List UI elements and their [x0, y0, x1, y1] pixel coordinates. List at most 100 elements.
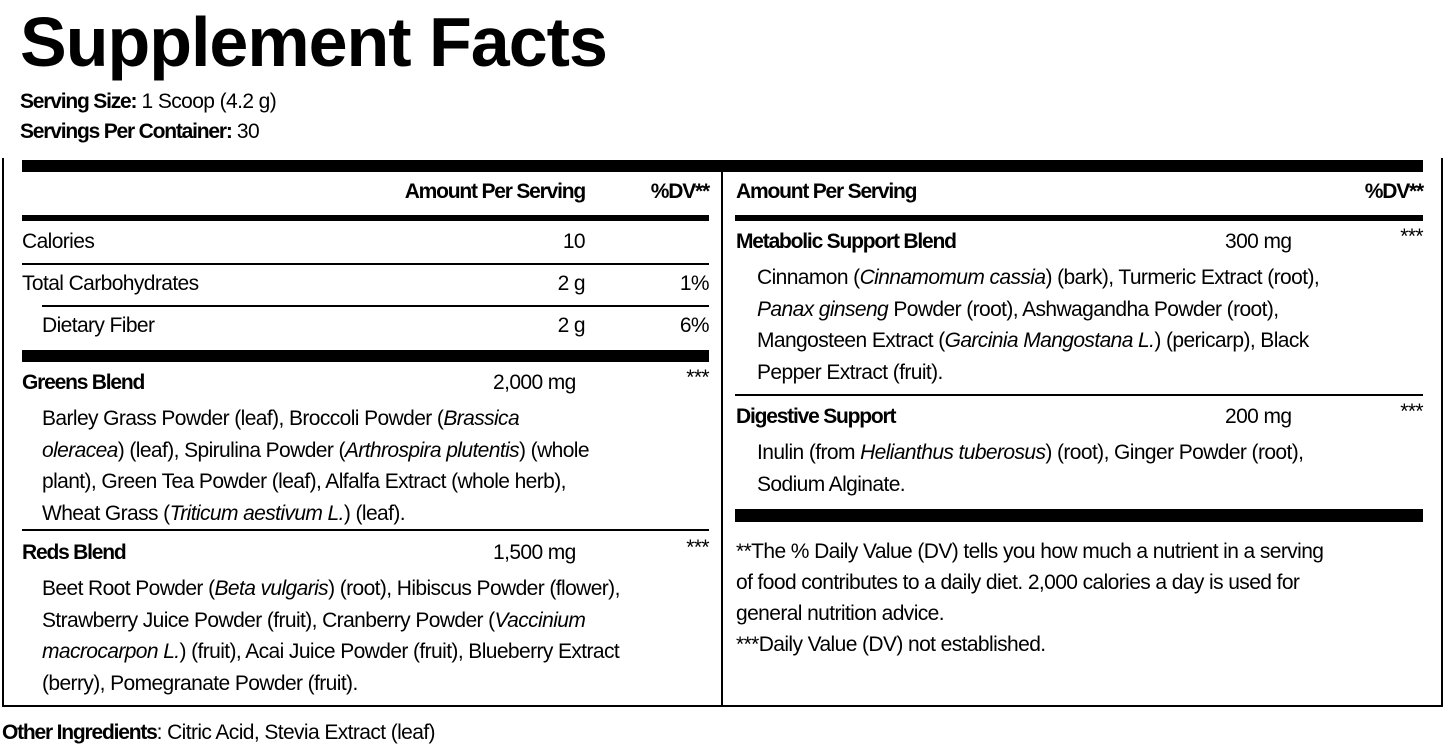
ingredient-line: macrocarpon L.) (fruit), Acai Juice Powd…: [42, 636, 620, 668]
ingredient-line: oleracea) (leaf), Spirulina Powder (Arth…: [42, 435, 590, 467]
ingredient-line: Cinnamon (Cinnamomum cassia) (bark), Tur…: [757, 262, 1320, 294]
ingredient-text: Wheat Grass (: [42, 501, 170, 525]
right-header-dv: %DV**: [1364, 180, 1424, 203]
other-ingredients-label: Other Ingredients: [2, 721, 158, 744]
ingredient-line: Inulin (from Helianthus tuberosus) (root…: [757, 437, 1304, 469]
latin-name: oleracea: [42, 438, 118, 462]
other-ingredients: Other Ingredients: Citric Acid, Stevia E…: [2, 721, 436, 745]
ingredient-text: Sodium Alginate.: [757, 472, 906, 496]
metabolic-blend-ingredients: Cinnamon (Cinnamomum cassia) (bark), Tur…: [757, 262, 1320, 389]
servings-label: Servings Per Container:: [20, 120, 233, 143]
ingredient-text: ) (leaf), Spirulina Powder (: [117, 438, 346, 462]
metabolic-blend-name: Metabolic Support Blend: [736, 230, 957, 253]
row-carbs-name: Total Carbohydrates: [22, 272, 199, 295]
reds-blend-dv: ***: [686, 536, 709, 559]
latin-name: Vaccinium: [494, 608, 586, 632]
row-fiber-name: Dietary Fiber: [42, 314, 155, 337]
serving-size-value: 1 Scoop (4.2 g): [141, 90, 277, 113]
ingredient-line: (berry), Pomegranate Powder (fruit).: [42, 668, 620, 700]
greens-blend-amount: 2,000 mg: [493, 371, 576, 394]
servings-value: 30: [236, 120, 260, 143]
ingredient-text: Powder (root), Ashwagandha Powder (root)…: [888, 297, 1279, 321]
greens-blend-name: Greens Blend: [22, 371, 145, 394]
footnote-line: **The % Daily Value (DV) tells you how m…: [736, 540, 1324, 563]
latin-name: Brassica: [443, 407, 520, 430]
row-calories-amount: 10: [562, 230, 586, 253]
ingredient-text: ) (root), Hibiscus Powder (flower),: [328, 577, 620, 600]
serving-size-label: Serving Size:: [20, 90, 137, 113]
ingredient-text: ) (fruit), Acai Juice Powder (fruit), Bl…: [179, 640, 620, 663]
metabolic-blend-dv: ***: [1400, 225, 1423, 248]
ingredient-text: (berry), Pomegranate Powder (fruit).: [42, 671, 358, 695]
latin-name: Arthrospira plutentis: [344, 438, 520, 462]
box-bottom-border: [2, 705, 1443, 707]
digestive-support-name: Digestive Support: [736, 405, 896, 428]
column-divider: [721, 172, 723, 705]
divider-thick: [735, 215, 1423, 221]
reds-blend-name: Reds Blend: [22, 541, 127, 564]
divider-thick: [22, 350, 709, 362]
divider: [42, 305, 709, 307]
digestive-support-dv: ***: [1400, 400, 1423, 423]
divider: [735, 394, 1423, 396]
reds-blend-amount: 1,500 mg: [493, 541, 576, 564]
ingredient-line: plant), Green Tea Powder (leaf), Alfalfa…: [42, 466, 589, 498]
ingredient-text: ) (whole: [519, 438, 589, 462]
digestive-support-ingredients: Inulin (from Helianthus tuberosus) (root…: [757, 437, 1304, 501]
latin-name: Triticum aestivum L.: [169, 501, 345, 525]
footnotes: **The % Daily Value (DV) tells you how m…: [736, 536, 1324, 660]
latin-name: Beta vulgaris: [214, 577, 329, 600]
box-left-border: [2, 158, 4, 707]
ingredient-text: Barley Grass Powder (leaf), Broccoli Pow…: [42, 407, 444, 430]
ingredient-text: Pepper Extract (fruit).: [757, 360, 943, 384]
ingredient-text: Inulin (from: [757, 441, 861, 464]
page-title: Supplement Facts: [20, 3, 608, 81]
top-thick-bar: [22, 160, 1423, 172]
latin-name: Garcinia Mangostana L.: [944, 329, 1155, 352]
footnote-line: ***Daily Value (DV) not established.: [736, 633, 1046, 656]
ingredient-text: ) (bark), Turmeric Extract (root),: [1045, 266, 1320, 289]
greens-blend-ingredients: Barley Grass Powder (leaf), Broccoli Pow…: [42, 403, 590, 530]
serving-size: Serving Size: 1 Scoop (4.2 g): [20, 90, 277, 114]
ingredient-text: Mangosteen Extract (: [757, 329, 945, 352]
divider: [22, 529, 709, 531]
reds-blend-ingredients: Beet Root Powder (Beta vulgaris) (root),…: [42, 573, 620, 699]
left-header-dv: %DV**: [650, 180, 710, 203]
ingredient-line: Sodium Alginate.: [757, 469, 1303, 501]
greens-blend-dv: ***: [686, 366, 709, 389]
row-carbs-amount: 2 g: [557, 272, 586, 295]
divider-thick: [22, 215, 709, 221]
latin-name: macrocarpon L.: [42, 640, 180, 663]
ingredient-line: Barley Grass Powder (leaf), Broccoli Pow…: [42, 403, 589, 435]
footnote-line: general nutrition advice.: [736, 602, 945, 625]
latin-name: Panax ginseng: [757, 297, 889, 321]
footnote-line: of food contributes to a daily diet. 2,0…: [736, 571, 1300, 594]
latin-name: Cinnamomum cassia: [859, 266, 1046, 289]
box-right-border: [1441, 158, 1443, 707]
row-carbs-dv: 1%: [679, 272, 710, 295]
ingredient-line: Panax ginseng Powder (root), Ashwagandha…: [757, 294, 1319, 326]
divider: [22, 263, 709, 265]
right-header-amount: Amount Per Serving: [736, 180, 917, 203]
ingredient-line: Beet Root Powder (Beta vulgaris) (root),…: [42, 573, 620, 605]
ingredient-text: Strawberry Juice Powder (fruit), Cranber…: [42, 608, 495, 632]
row-calories-name: Calories: [22, 230, 95, 253]
ingredient-text: ) (pericarp), Black: [1154, 329, 1309, 352]
ingredient-line: Mangosteen Extract (Garcinia Mangostana …: [757, 325, 1319, 357]
other-ingredients-value: : Citric Acid, Stevia Extract (leaf): [156, 721, 436, 744]
ingredient-text: plant), Green Tea Powder (leaf), Alfalfa…: [42, 470, 566, 493]
metabolic-blend-amount: 300 mg: [1225, 230, 1292, 253]
latin-name: Helianthus tuberosus: [860, 441, 1046, 464]
servings-per-container: Servings Per Container: 30: [20, 120, 260, 144]
digestive-support-amount: 200 mg: [1225, 405, 1292, 428]
row-fiber-dv: 6%: [679, 314, 710, 337]
ingredient-line: Pepper Extract (fruit).: [757, 357, 1319, 389]
left-header-amount: Amount Per Serving: [404, 180, 586, 203]
ingredient-text: Cinnamon (: [757, 266, 860, 289]
row-fiber-amount: 2 g: [557, 314, 586, 337]
ingredient-text: ) (leaf).: [343, 501, 406, 525]
ingredient-text: Beet Root Powder (: [42, 577, 215, 600]
ingredient-text: ) (root), Ginger Powder (root),: [1045, 441, 1304, 464]
ingredient-line: Wheat Grass (Triticum aestivum L.) (leaf…: [42, 498, 589, 530]
